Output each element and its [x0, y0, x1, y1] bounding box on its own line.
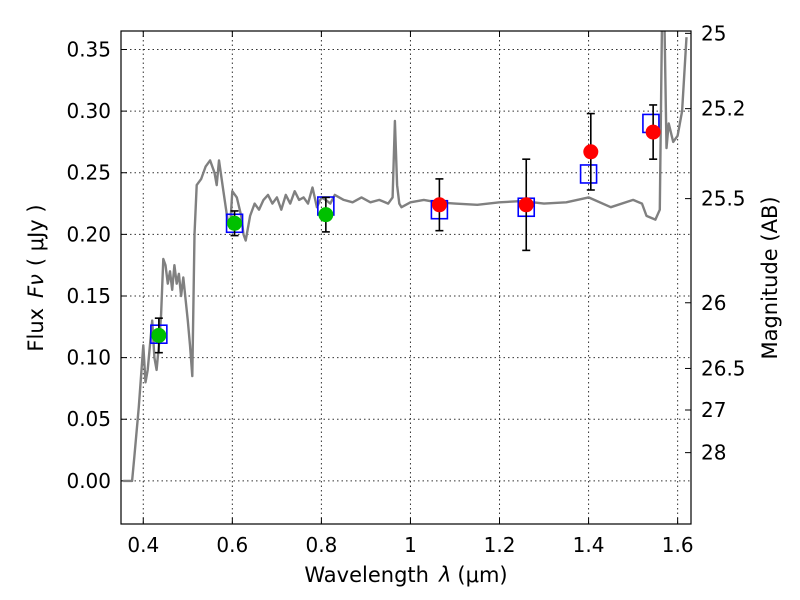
nir-point — [583, 144, 599, 160]
y-axis-ticks: 0.00 0.05 0.10 0.15 0.20 0.25 0.30 0.35 — [66, 37, 127, 493]
y-tick-label: 0.30 — [66, 99, 111, 123]
optical-point — [227, 215, 243, 231]
magnitude-tick-label: 25.5 — [701, 187, 746, 211]
x-tick-label: 1 — [404, 533, 417, 557]
x-tick-label: 0.6 — [216, 533, 248, 557]
x-tick-label: 1.4 — [573, 533, 605, 557]
optical-point — [318, 207, 334, 223]
grid — [121, 31, 691, 524]
magnitude-tick-label: 28 — [701, 441, 726, 465]
magnitude-axis-ticks: 25 25.2 25.5 26 26.5 27 28 — [685, 21, 746, 465]
y-tick-label: 0.00 — [66, 469, 111, 493]
model-spectrum-line — [123, 31, 688, 483]
y-tick-label: 0.35 — [66, 37, 111, 61]
y-tick-label: 0.20 — [66, 222, 111, 246]
x-tick-label: 1.2 — [484, 533, 516, 557]
nir-point — [518, 197, 534, 213]
model-flux-square — [579, 164, 598, 184]
magnitude-tick-label: 26.5 — [701, 356, 746, 380]
y-tick-label: 0.05 — [66, 407, 111, 431]
magnitude-tick-label: 25.2 — [701, 97, 746, 121]
magnitude-tick-label: 27 — [701, 398, 726, 422]
y-axis-label: FluxFν( μJy ) — [24, 204, 48, 351]
magnitude-tick-label: 25 — [701, 21, 726, 45]
y-tick-label: 0.10 — [66, 346, 111, 370]
plot-area — [123, 31, 688, 483]
optical-point — [151, 327, 167, 343]
x-tick-label: 0.8 — [305, 533, 337, 557]
x-tick-label: 0.4 — [127, 533, 159, 557]
x-axis-label: Wavelength λ (μm) — [304, 563, 507, 587]
plot-frame — [120, 30, 692, 525]
x-axis-ticks: 0.4 0.6 0.8 1 1.2 1.4 1.6 — [127, 31, 694, 557]
y-tick-label: 0.15 — [66, 284, 111, 308]
nir-point — [645, 124, 661, 140]
magnitude-axis-label: Magnitude (AB) — [758, 196, 782, 359]
magnitude-tick-label: 26 — [701, 291, 726, 315]
nir-point — [431, 197, 447, 213]
x-tick-label: 1.6 — [662, 533, 694, 557]
y-tick-label: 0.25 — [66, 161, 111, 185]
